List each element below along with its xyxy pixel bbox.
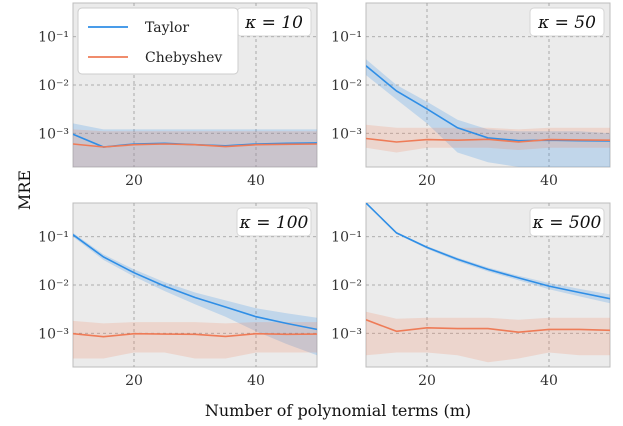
- x-tick-label: 20: [125, 173, 143, 189]
- y-tick-label: 10⁻¹: [331, 30, 362, 46]
- band-chebyshev: [73, 129, 317, 167]
- x-tick-label: 40: [247, 173, 265, 189]
- y-tick-label: 10⁻¹: [38, 30, 69, 46]
- kappa-label: κ = 50: [537, 13, 596, 33]
- line-chebyshev: [73, 332, 317, 338]
- band-chebyshev: [73, 320, 317, 359]
- kappa-label: κ = 100: [239, 213, 309, 233]
- y-tick-label: 10⁻²: [38, 278, 69, 294]
- y-tick-label: 10⁻²: [38, 78, 69, 94]
- legend-label-taylor: Taylor: [145, 20, 189, 36]
- line-chebyshev: [366, 319, 610, 334]
- y-tick-label: 10⁻²: [331, 78, 362, 94]
- plot-area: [366, 59, 610, 167]
- x-axis-label: Number of polynomial terms (m): [205, 401, 471, 420]
- x-tick-label: 40: [540, 373, 558, 389]
- y-tick-label: 10⁻¹: [38, 230, 69, 246]
- panel-2: 20 40 10⁻¹ 10⁻² 10⁻³ κ = 50: [331, 2, 611, 189]
- plot-area: [366, 203, 610, 363]
- x-tick-label: 40: [540, 173, 558, 189]
- kappa-label-box: [236, 207, 312, 237]
- line-taylor: [73, 234, 317, 331]
- band-chebyshev: [366, 311, 610, 363]
- y-tick-label: 10⁻³: [38, 326, 69, 342]
- plot-area: [73, 232, 317, 359]
- line-chebyshev: [366, 137, 610, 143]
- plot-area: [73, 123, 317, 167]
- kappa-label: κ = 500: [532, 213, 602, 233]
- y-axis-label: MRE: [15, 170, 34, 210]
- y-tick-label: 10⁻²: [331, 278, 362, 294]
- line-taylor: [366, 203, 610, 300]
- x-tick-label: 20: [418, 373, 436, 389]
- y-tick-label: 10⁻¹: [331, 230, 362, 246]
- y-tick-label: 10⁻³: [38, 126, 69, 142]
- y-tick-label: 10⁻³: [331, 126, 362, 142]
- panel-4: 20 40 10⁻¹ 10⁻² 10⁻³ κ = 500: [331, 202, 611, 389]
- kappa-label-box: [529, 207, 605, 237]
- legend: Taylor Chebyshev: [77, 7, 239, 75]
- kappa-label: κ = 10: [244, 13, 303, 33]
- panels: 20 40 10⁻¹ 10⁻² 10⁻³ κ = 10 20 40 10⁻¹ 10⁻² 10⁻³ κ …: [38, 2, 611, 389]
- kappa-label-box: [529, 7, 605, 37]
- line-chebyshev: [73, 143, 317, 148]
- legend-label-chebyshev: Chebyshev: [145, 50, 222, 66]
- x-tick-label: 40: [247, 373, 265, 389]
- panel-3: 20 40 10⁻¹ 10⁻² 10⁻³ κ = 100: [38, 202, 318, 389]
- x-tick-label: 20: [125, 373, 143, 389]
- x-tick-label: 20: [418, 173, 436, 189]
- y-tick-label: 10⁻³: [331, 326, 362, 342]
- band-taylor: [73, 232, 317, 356]
